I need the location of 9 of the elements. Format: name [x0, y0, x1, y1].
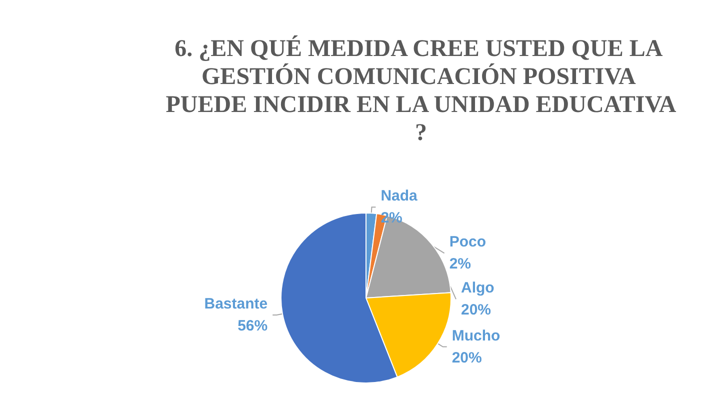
- data-label: 20%: [452, 349, 482, 366]
- slice-label: Bastante: [204, 296, 268, 313]
- slice-label: Mucho: [452, 327, 500, 344]
- chart-title: 6. ¿EN QUÉ MEDIDA CREE USTED QUE LA GESTIÓN COMUNICACIÓN POSITIVA PUEDE INCIDIR EN LA UNIDAD EDUCATIVA?: [166, 35, 677, 146]
- data-label: 56%: [238, 318, 268, 335]
- data-label: 20%: [460, 302, 492, 319]
- slice-label: Nada: [380, 188, 418, 205]
- slice-label: Algo: [460, 280, 494, 297]
- slice-label: Poco: [449, 234, 486, 251]
